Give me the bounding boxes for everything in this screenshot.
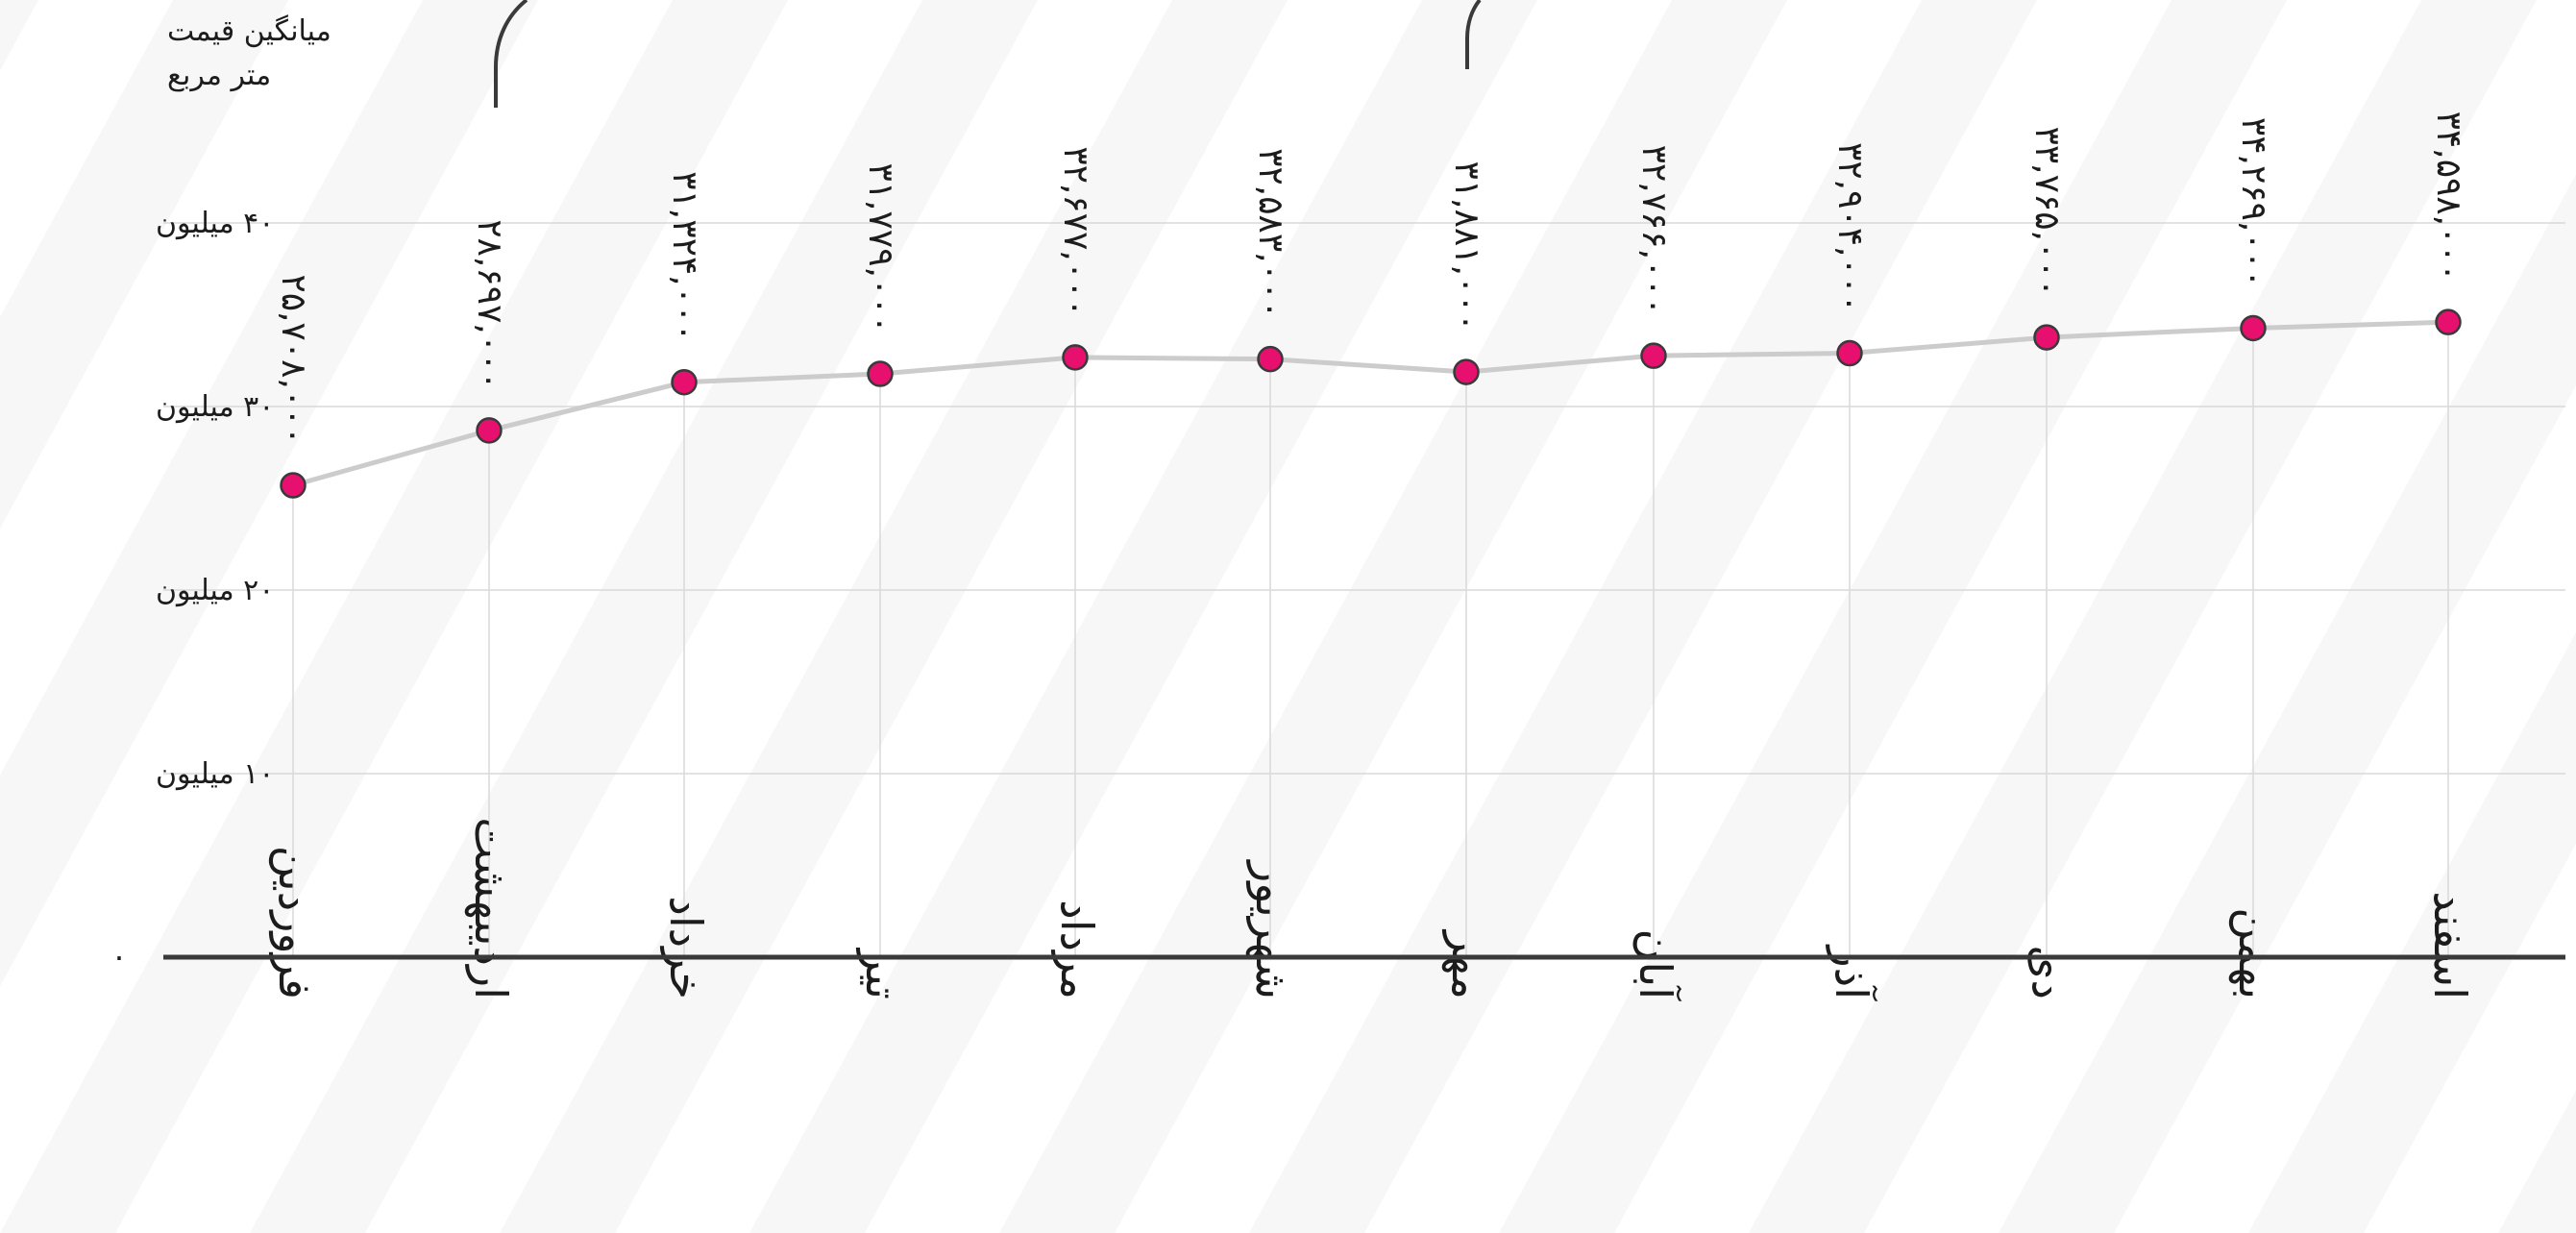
background-stripe (0, 0, 288, 529)
data-label: ۲۵,۷۰۸,۰۰۰ (274, 274, 313, 445)
data-label: ۳۲,۵۸۳,۰۰۰ (1251, 148, 1290, 319)
y-tick-label: ۲۰ میلیون (156, 574, 274, 607)
data-label: ۳۴,۵۹۸,۰۰۰ (2429, 111, 2468, 283)
y-axis-title-line: میانگین قیمت (167, 14, 331, 48)
background-stripe (0, 0, 788, 1233)
y-axis-title-line: متر مربع (167, 59, 271, 92)
background-stripe (0, 0, 538, 987)
background-stripe (2498, 1090, 2576, 1233)
x-tick-label: مرداد (1050, 900, 1103, 999)
data-point (2435, 308, 2462, 335)
x-tick-label: آذر (1826, 945, 1877, 1002)
data-point (671, 368, 698, 396)
y-tick-label: ۰ (110, 938, 127, 974)
data-label: ۳۳,۷۶۵,۰۰۰ (2027, 127, 2067, 298)
x-tick-label: اسفند (2424, 891, 2476, 999)
background-stripe (1999, 174, 2576, 1233)
background-stripe (1749, 0, 2537, 1233)
data-points (280, 308, 2462, 499)
data-label: ۳۱,۷۷۹,۰۰۰ (861, 162, 900, 333)
data-point (2240, 314, 2267, 342)
background-stripe (1499, 0, 2287, 1233)
data-point (1257, 345, 1284, 373)
data-point (1453, 358, 1480, 385)
data-label: ۳۲,۹۰۴,۰۰۰ (1830, 142, 1870, 313)
decorative-arcs (494, 0, 1482, 108)
x-tick-label: دی (2023, 946, 2074, 1000)
grid-lines (163, 222, 2565, 957)
data-point (867, 360, 894, 387)
y-tick-labels: ۰ ۱۰ میلیون ۲۰ میلیون ۳۰ میلیون ۴۰ میلیون (110, 207, 274, 974)
x-tick-label: فروردین (268, 846, 321, 999)
y-tick-label: ۴۰ میلیون (156, 207, 274, 240)
background-stripe (500, 0, 1288, 1233)
data-point (2033, 324, 2060, 351)
x-tick-label: خرداد (659, 896, 712, 999)
data-point (1640, 342, 1667, 369)
decorative-arc (1465, 0, 1482, 69)
y-tick-label: ۱۰ میلیون (156, 757, 274, 791)
data-labels: ۲۵,۷۰۸,۰۰۰ ۲۸,۶۹۷,۰۰۰ ۳۱,۳۲۴,۰۰۰ ۳۱,۷۷۹,۰۰۰… (274, 111, 2468, 445)
x-tick-label: مهر (1441, 929, 1494, 999)
data-label: ۳۱,۸۸۱,۰۰۰ (1447, 160, 1486, 332)
data-label: ۳۱,۳۲۴,۰۰۰ (665, 171, 704, 342)
x-tick-label: آبان (1630, 929, 1681, 1002)
y-axis-label: میانگین قیمت متر مربع (167, 14, 331, 92)
data-point (476, 417, 503, 444)
data-label: ۳۲,۶۷۷,۰۰۰ (1056, 146, 1095, 317)
x-tick-labels: فروردین اردیبهشت خرداد تیر مرداد شهریور مهر آبا… (268, 817, 2476, 1001)
series-polyline (292, 319, 2449, 488)
data-label: ۲۸,۶۹۷,۰۰۰ (470, 219, 509, 390)
x-tick-label: بهمن (2228, 907, 2281, 999)
background-stripe (2248, 631, 2576, 1233)
y-axis-title: میانگین قیمت متر مربع (167, 14, 331, 92)
data-label: ۳۲,۷۶۶,۰۰۰ (1634, 145, 1674, 316)
x-tick-label: اردیبهشت (465, 817, 517, 999)
background-stripe (250, 0, 1038, 1233)
series-line (292, 319, 2449, 488)
background-stripe (0, 0, 38, 71)
x-tick-label: شهریور (1245, 859, 1298, 999)
background-stripe (1249, 0, 2037, 1233)
data-point (1836, 339, 1863, 367)
background-stripe (749, 0, 1537, 1233)
background-stripe (999, 0, 1787, 1233)
y-tick-label: ۳۰ میلیون (156, 390, 274, 424)
data-label: ۳۴,۲۶۹,۰۰۰ (2234, 117, 2273, 288)
data-point (280, 472, 307, 499)
data-point (1062, 344, 1089, 371)
decorative-arc (494, 0, 528, 108)
